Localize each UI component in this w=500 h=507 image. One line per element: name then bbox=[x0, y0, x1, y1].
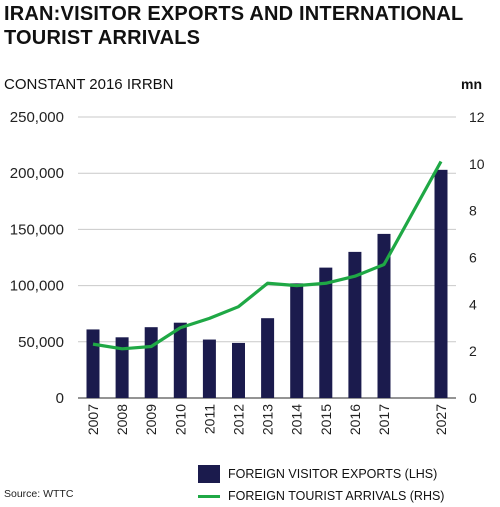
right-axis-tick-label: 6 bbox=[469, 250, 477, 266]
arrivals-line bbox=[92, 160, 443, 351]
gridlines bbox=[78, 116, 456, 399]
legend-line-swatch bbox=[198, 494, 220, 498]
bar bbox=[115, 337, 129, 398]
bar bbox=[377, 233, 391, 398]
legend-item-exports: FOREIGN VISITOR EXPORTS (LHS) bbox=[198, 463, 444, 485]
right-axis-ticks: 0 2 4 6 8 10 12 bbox=[469, 109, 485, 406]
left-axis-tick-label: 0 bbox=[56, 390, 64, 407]
left-axis-tick-label: 250,000 bbox=[10, 109, 64, 126]
bar bbox=[232, 342, 245, 398]
left-axis-tick-label: 100,000 bbox=[10, 278, 64, 295]
bar bbox=[202, 339, 216, 398]
bar bbox=[144, 327, 158, 398]
x-tick-label: 2012 bbox=[231, 404, 247, 435]
x-tick-label: 2015 bbox=[318, 404, 334, 435]
bar bbox=[319, 267, 333, 398]
x-tick-label: 2014 bbox=[289, 404, 305, 435]
x-tick-label: 2013 bbox=[260, 404, 276, 435]
right-axis-tick-label: 4 bbox=[469, 296, 477, 312]
x-tick-label: 2027 bbox=[433, 404, 449, 435]
right-axis-tick-label: 8 bbox=[469, 203, 477, 219]
x-tick-label: 2007 bbox=[85, 404, 101, 435]
x-tick-label: 2011 bbox=[201, 404, 217, 434]
x-axis-ticks: 2007 2008 2009 2010 2011 2012 2013 2014 2015 2016… bbox=[85, 404, 449, 435]
left-axis-ticks: 0 50,000 100,000 150,000 200,000 250,000 bbox=[10, 109, 64, 407]
right-axis-tick-label: 10 bbox=[469, 156, 485, 172]
bar bbox=[290, 283, 304, 398]
left-axis-tick-label: 50,000 bbox=[18, 334, 64, 351]
bar bbox=[173, 322, 187, 398]
chart-title: IRAN:VISITOR EXPORTS AND INTERNATIONAL T… bbox=[4, 3, 464, 49]
legend-bar-swatch bbox=[198, 465, 220, 483]
bar bbox=[261, 318, 275, 398]
bar bbox=[348, 251, 362, 398]
legend-item-arrivals: FOREIGN TOURIST ARRIVALS (RHS) bbox=[198, 485, 444, 507]
legend: FOREIGN VISITOR EXPORTS (LHS) FOREIGN TO… bbox=[198, 463, 444, 507]
x-tick-label: 2008 bbox=[114, 404, 130, 435]
x-tick-label: 2016 bbox=[347, 404, 363, 435]
legend-label-arrivals: FOREIGN TOURIST ARRIVALS (RHS) bbox=[228, 489, 445, 503]
right-axis-unit: mn bbox=[461, 76, 482, 92]
bar bbox=[434, 169, 448, 398]
left-axis-tick-label: 150,000 bbox=[10, 221, 64, 238]
right-axis-tick-label: 0 bbox=[469, 390, 477, 406]
right-axis-tick-label: 12 bbox=[469, 109, 485, 125]
line-series bbox=[92, 160, 443, 351]
left-axis-tick-label: 200,000 bbox=[10, 165, 64, 182]
source-note: Source: WTTC bbox=[4, 488, 74, 500]
right-axis-tick-label: 2 bbox=[469, 343, 477, 359]
legend-label-exports: FOREIGN VISITOR EXPORTS (LHS) bbox=[228, 467, 438, 481]
bar bbox=[86, 329, 100, 398]
chart-plot: 0 50,000 100,000 150,000 200,000 250,000 0 2 4 6… bbox=[10, 109, 485, 435]
x-tick-label: 2009 bbox=[143, 404, 159, 435]
chart-subtitle: CONSTANT 2016 IRRBN bbox=[4, 76, 174, 93]
x-tick-label: 2010 bbox=[172, 404, 188, 435]
x-tick-label: 2017 bbox=[376, 404, 392, 435]
bar-series bbox=[86, 169, 448, 398]
